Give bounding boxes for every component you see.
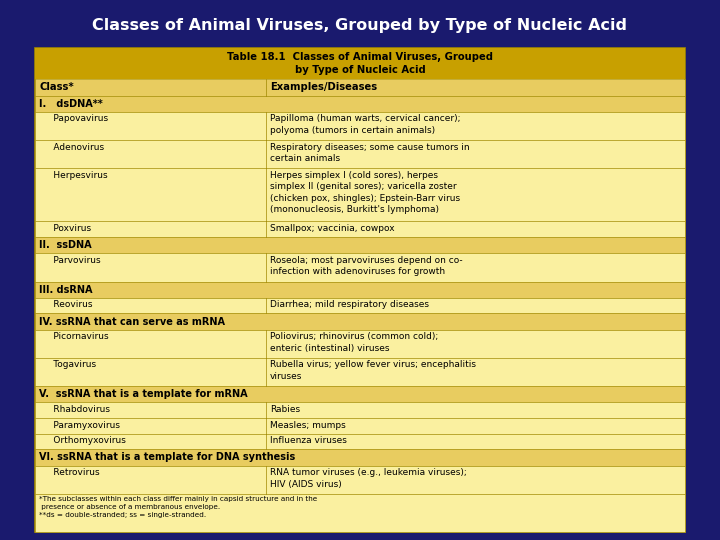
Bar (35, 96, 685, 112)
Text: RNA tumor viruses (e.g., leukemia viruses);
HIV (AIDS virus): RNA tumor viruses (e.g., leukemia viruse… (270, 468, 467, 489)
Bar (35, 168, 685, 221)
Bar (35, 494, 685, 532)
Bar (35, 237, 685, 253)
Text: Diarrhea; mild respiratory diseases: Diarrhea; mild respiratory diseases (270, 300, 428, 309)
Text: Rubella virus; yellow fever virus; encephalitis
viruses: Rubella virus; yellow fever virus; encep… (270, 360, 476, 381)
Text: I.   dsDNA**: I. dsDNA** (39, 99, 103, 109)
Text: VI. ssRNA that is a template for DNA synthesis: VI. ssRNA that is a template for DNA syn… (39, 453, 295, 462)
Text: Influenza viruses: Influenza viruses (270, 436, 346, 445)
Bar (35, 314, 685, 330)
Text: Rhabdovirus: Rhabdovirus (39, 405, 110, 414)
Text: Poxvirus: Poxvirus (39, 224, 91, 233)
Bar (35, 298, 685, 314)
Text: Herpes simplex I (cold sores), herpes
simplex II (genital sores); varicella zost: Herpes simplex I (cold sores), herpes si… (270, 171, 460, 214)
Text: Measles; mumps: Measles; mumps (270, 421, 346, 429)
Text: *The subclasses within each class differ mainly in capsid structure and in the
 : *The subclasses within each class differ… (39, 496, 318, 518)
Text: Retrovirus: Retrovirus (39, 468, 99, 477)
Bar (35, 281, 685, 298)
Text: Reovirus: Reovirus (39, 300, 92, 309)
Text: Respiratory diseases; some cause tumors in
certain animals: Respiratory diseases; some cause tumors … (270, 143, 469, 163)
Text: III. dsRNA: III. dsRNA (39, 285, 92, 295)
Text: Herpesvirus: Herpesvirus (39, 171, 107, 180)
Text: Class*: Class* (39, 83, 73, 92)
Bar (35, 465, 685, 494)
Bar (35, 221, 685, 237)
Text: Papovavirus: Papovavirus (39, 114, 108, 123)
Text: II.  ssDNA: II. ssDNA (39, 240, 91, 250)
Bar (35, 140, 685, 168)
Text: Classes of Animal Viruses, Grouped by Type of Nucleic Acid: Classes of Animal Viruses, Grouped by Ty… (92, 18, 628, 33)
Text: Poliovirus; rhinovirus (common cold);
enteric (intestinal) viruses: Poliovirus; rhinovirus (common cold); en… (270, 332, 438, 353)
Text: Orthomyxovirus: Orthomyxovirus (39, 436, 126, 445)
Text: Table 18.1  Classes of Animal Viruses, Grouped
by Type of Nucleic Acid: Table 18.1 Classes of Animal Viruses, Gr… (227, 52, 493, 75)
Bar (35, 449, 685, 465)
Text: Paramyxovirus: Paramyxovirus (39, 421, 120, 429)
Bar (35, 79, 685, 96)
Text: Togavirus: Togavirus (39, 360, 96, 369)
Text: Adenovirus: Adenovirus (39, 143, 104, 152)
Bar (35, 48, 685, 532)
Bar (35, 434, 685, 449)
Bar (35, 358, 685, 386)
Text: Smallpox; vaccinia, cowpox: Smallpox; vaccinia, cowpox (270, 224, 395, 233)
Text: Papilloma (human warts, cervical cancer);
polyoma (tumors in certain animals): Papilloma (human warts, cervical cancer)… (270, 114, 460, 135)
Text: V.  ssRNA that is a template for mRNA: V. ssRNA that is a template for mRNA (39, 389, 248, 399)
Bar (35, 418, 685, 434)
Text: Examples/Diseases: Examples/Diseases (270, 83, 377, 92)
Text: Parvovirus: Parvovirus (39, 256, 101, 265)
Text: Roseola; most parvoviruses depend on co-
infection with adenoviruses for growth: Roseola; most parvoviruses depend on co-… (270, 256, 462, 276)
Bar (35, 112, 685, 140)
Bar (35, 253, 685, 281)
Text: Picornavirus: Picornavirus (39, 332, 109, 341)
Text: Rabies: Rabies (270, 405, 300, 414)
Bar (35, 386, 685, 402)
Bar (35, 402, 685, 418)
Bar (35, 48, 685, 79)
Bar (35, 330, 685, 358)
Text: IV. ssRNA that can serve as mRNA: IV. ssRNA that can serve as mRNA (39, 316, 225, 327)
